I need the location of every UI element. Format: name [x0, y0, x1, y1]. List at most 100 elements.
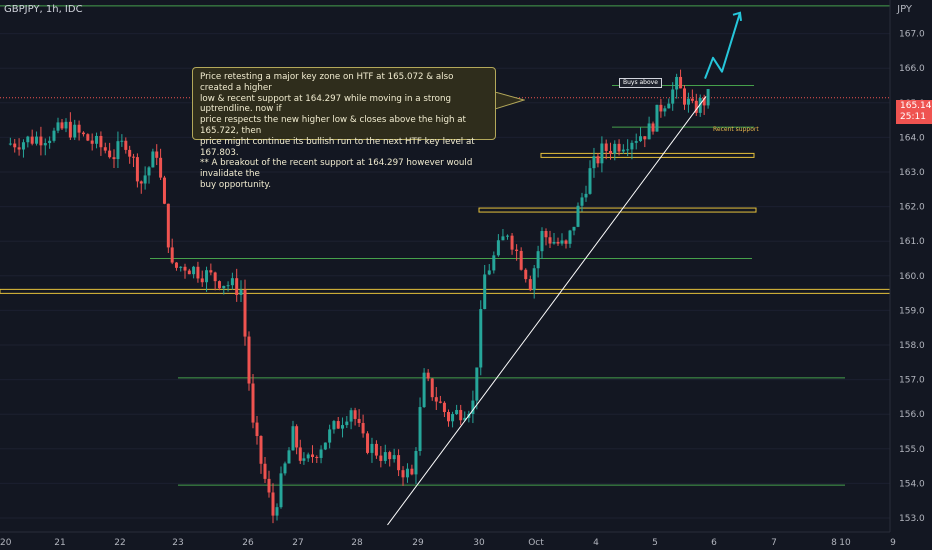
- candle-body-79: [336, 421, 340, 429]
- time-tick-5: 27: [292, 538, 303, 548]
- candle-body-67: [287, 450, 291, 464]
- candle-body-11: [56, 122, 60, 131]
- candle-body-85: [361, 422, 365, 434]
- candle-body-154: [651, 123, 655, 132]
- time-tick-8: 30: [473, 538, 485, 548]
- candle-body-22: [103, 147, 107, 151]
- candle-body-69: [295, 426, 299, 448]
- candle-body-94: [401, 470, 405, 478]
- candlesticks: [8, 69, 710, 524]
- candle-body-120: [510, 235, 514, 250]
- time-tick-3: 23: [172, 538, 183, 548]
- candle-body-96: [410, 468, 414, 475]
- candle-body-82: [349, 410, 353, 422]
- callout-line-6: buy opportunity.: [200, 179, 272, 190]
- candle-body-165: [694, 100, 698, 113]
- buys-above-label[interactable]: Buys above: [619, 78, 662, 88]
- key-zone-4[interactable]: [478, 207, 757, 213]
- candle-body-18: [86, 134, 90, 141]
- time-tick-10: 4: [593, 538, 599, 548]
- candle-body-160: [675, 76, 679, 90]
- candle-body-137: [580, 197, 584, 206]
- price-tick-3: 156.0: [899, 410, 925, 420]
- price-axis-bg: [890, 0, 932, 550]
- candle-body-157: [663, 108, 667, 112]
- drawing-overlays[interactable]: [387, 11, 742, 526]
- candle-body-57: [247, 336, 251, 384]
- candle-body-75: [319, 449, 323, 458]
- currency-label: JPY: [897, 4, 912, 15]
- candle-body-163: [686, 98, 690, 105]
- price-tick-4: 157.0: [899, 376, 925, 386]
- candle-body-54: [235, 278, 239, 296]
- time-axis[interactable]: 20 21 22 23 26 27 28 29 30 Oct 4 5 6 7 8 9 10: [0, 531, 932, 550]
- projection-arrowhead: [732, 11, 742, 21]
- candle-body-166: [698, 98, 702, 113]
- candle-body-8: [43, 143, 47, 146]
- candle-body-33: [147, 167, 151, 176]
- candle-body-15: [73, 124, 77, 138]
- candle-body-14: [68, 121, 72, 138]
- candle-body-148: [626, 149, 630, 151]
- candle-body-149: [630, 142, 634, 150]
- key-zone-3[interactable]: [540, 152, 755, 158]
- candle-body-145: [613, 143, 617, 154]
- candle-body-24: [112, 157, 116, 160]
- candle-body-111: [471, 400, 475, 414]
- candle-body-114: [483, 274, 487, 310]
- candle-body-7: [39, 136, 43, 146]
- symbol-label[interactable]: GBPJPY, 1h, IDC: [4, 4, 83, 15]
- candle-body-103: [438, 401, 442, 403]
- time-tick-15: 9: [890, 538, 896, 548]
- candle-body-39: [170, 247, 174, 263]
- candle-body-112: [475, 367, 479, 401]
- candle-body-2: [17, 147, 21, 150]
- price-tick-1: 154.0: [899, 479, 925, 489]
- candle-body-146: [617, 143, 621, 152]
- candle-body-100: [426, 372, 430, 379]
- candle-body-133: [564, 240, 568, 244]
- candle-body-32: [143, 175, 147, 184]
- time-tick-1: 21: [54, 538, 65, 548]
- recent-support-label[interactable]: Recent support: [713, 126, 759, 133]
- candle-body-60: [259, 436, 263, 464]
- candle-body-124: [528, 279, 532, 291]
- candle-body-116: [492, 255, 496, 271]
- candle-body-99: [422, 372, 426, 408]
- candle-body-68: [291, 426, 295, 451]
- candle-body-36: [159, 157, 163, 178]
- candle-body-88: [374, 443, 378, 456]
- candle-body-43: [187, 270, 191, 275]
- candle-body-74: [315, 456, 319, 458]
- candle-body-138: [584, 193, 588, 198]
- candle-body-92: [392, 455, 396, 460]
- candle-body-31: [139, 181, 143, 184]
- price-tick-0: 153.0: [899, 514, 925, 524]
- candle-body-107: [455, 409, 459, 415]
- candle-body-52: [226, 285, 230, 287]
- price-axis[interactable]: 153.0 154.0 155.0 156.0 157.0 158.0 159.0 160.0…: [889, 0, 932, 550]
- callout-line-3: price respects the new higher low & clos…: [200, 115, 466, 136]
- candle-body-71: [302, 458, 306, 461]
- uptrend-line[interactable]: [387, 96, 707, 526]
- candle-body-27: [124, 140, 128, 150]
- candle-body-72: [306, 454, 310, 459]
- projection-path[interactable]: [704, 12, 741, 79]
- candle-body-66: [283, 463, 287, 474]
- candle-body-141: [596, 156, 600, 164]
- candle-body-158: [667, 103, 671, 109]
- analysis-callout[interactable]: Price retesting a major key zone on HTF …: [192, 67, 496, 190]
- candle-body-113: [479, 309, 483, 368]
- candle-body-62: [267, 478, 271, 493]
- time-tick-7: 29: [412, 538, 424, 548]
- candle-body-125: [532, 268, 536, 291]
- candle-body-64: [275, 507, 279, 516]
- candle-body-47: [205, 270, 209, 283]
- candle-body-130: [552, 241, 556, 244]
- candle-body-53: [230, 278, 234, 286]
- candle-body-37: [162, 177, 166, 204]
- price-tick-10: 163.0: [899, 168, 925, 178]
- candle-body-151: [639, 136, 643, 142]
- candle-body-134: [568, 230, 572, 244]
- candle-body-41: [179, 266, 183, 268]
